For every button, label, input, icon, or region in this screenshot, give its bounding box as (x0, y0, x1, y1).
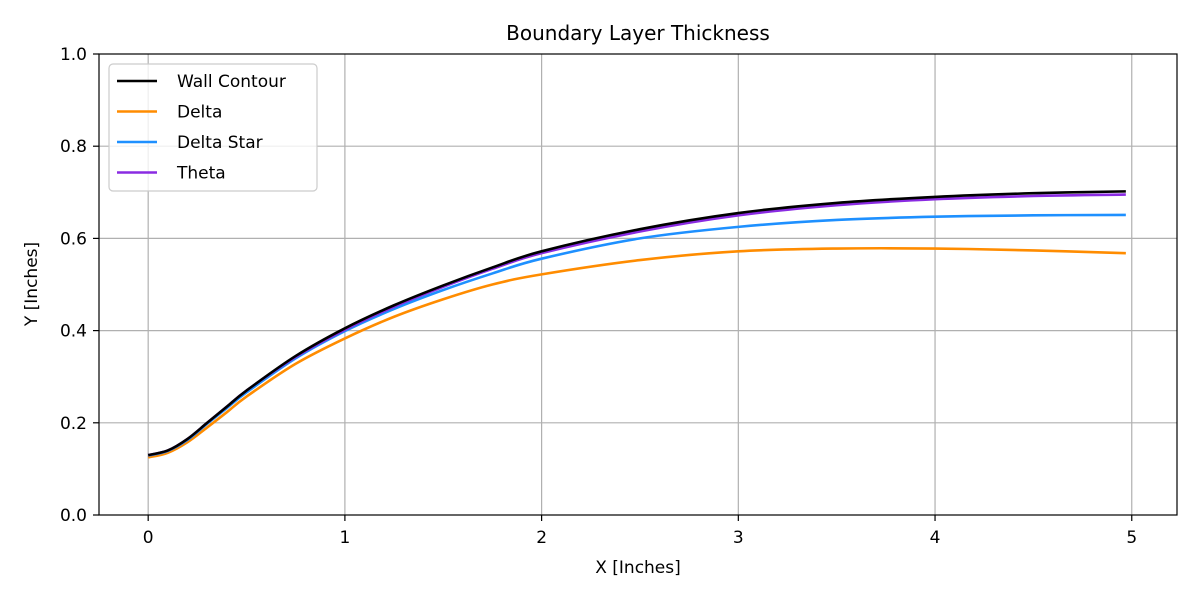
x-tick-label: 3 (733, 528, 744, 548)
x-tick-label: 4 (930, 528, 941, 548)
series-line-delta-star (147, 213, 1126, 457)
y-axis-title: Y [Inches] (22, 242, 42, 327)
series-line-theta (147, 193, 1126, 457)
y-tick-label: 0.6 (60, 229, 87, 249)
legend-label-delta-star: Delta Star (177, 133, 263, 153)
x-tick-label: 0 (143, 528, 154, 548)
series-line-delta (147, 246, 1126, 459)
x-tick-label: 2 (536, 528, 547, 548)
legend-box (108, 63, 318, 192)
x-tick-label: 1 (339, 528, 350, 548)
series-line-wall-contour (147, 190, 1126, 457)
y-tick-label: 1.0 (60, 45, 87, 65)
legend-label-delta: Delta (177, 103, 222, 123)
legend: Wall Contour Delta Delta Star Theta (108, 63, 318, 192)
y-tick-label: 0.8 (60, 137, 87, 157)
plot-area-frame (98, 53, 1178, 516)
y-tick-label: 0.0 (60, 506, 87, 526)
legend-label-theta: Theta (176, 164, 226, 184)
chart-title: Boundary Layer Thickness (506, 21, 770, 45)
y-tick-label: 0.4 (60, 322, 87, 342)
x-tick-label: 5 (1126, 528, 1137, 548)
x-axis-title: X [Inches] (595, 558, 681, 578)
y-tick-label: 0.2 (60, 414, 87, 434)
axis-ticks: 0 1 2 3 4 5 0.0 0.2 0.4 0.6 0.8 1.0 (60, 45, 1137, 548)
series-lines (147, 190, 1126, 459)
legend-label-wall-contour: Wall Contour (177, 72, 286, 92)
